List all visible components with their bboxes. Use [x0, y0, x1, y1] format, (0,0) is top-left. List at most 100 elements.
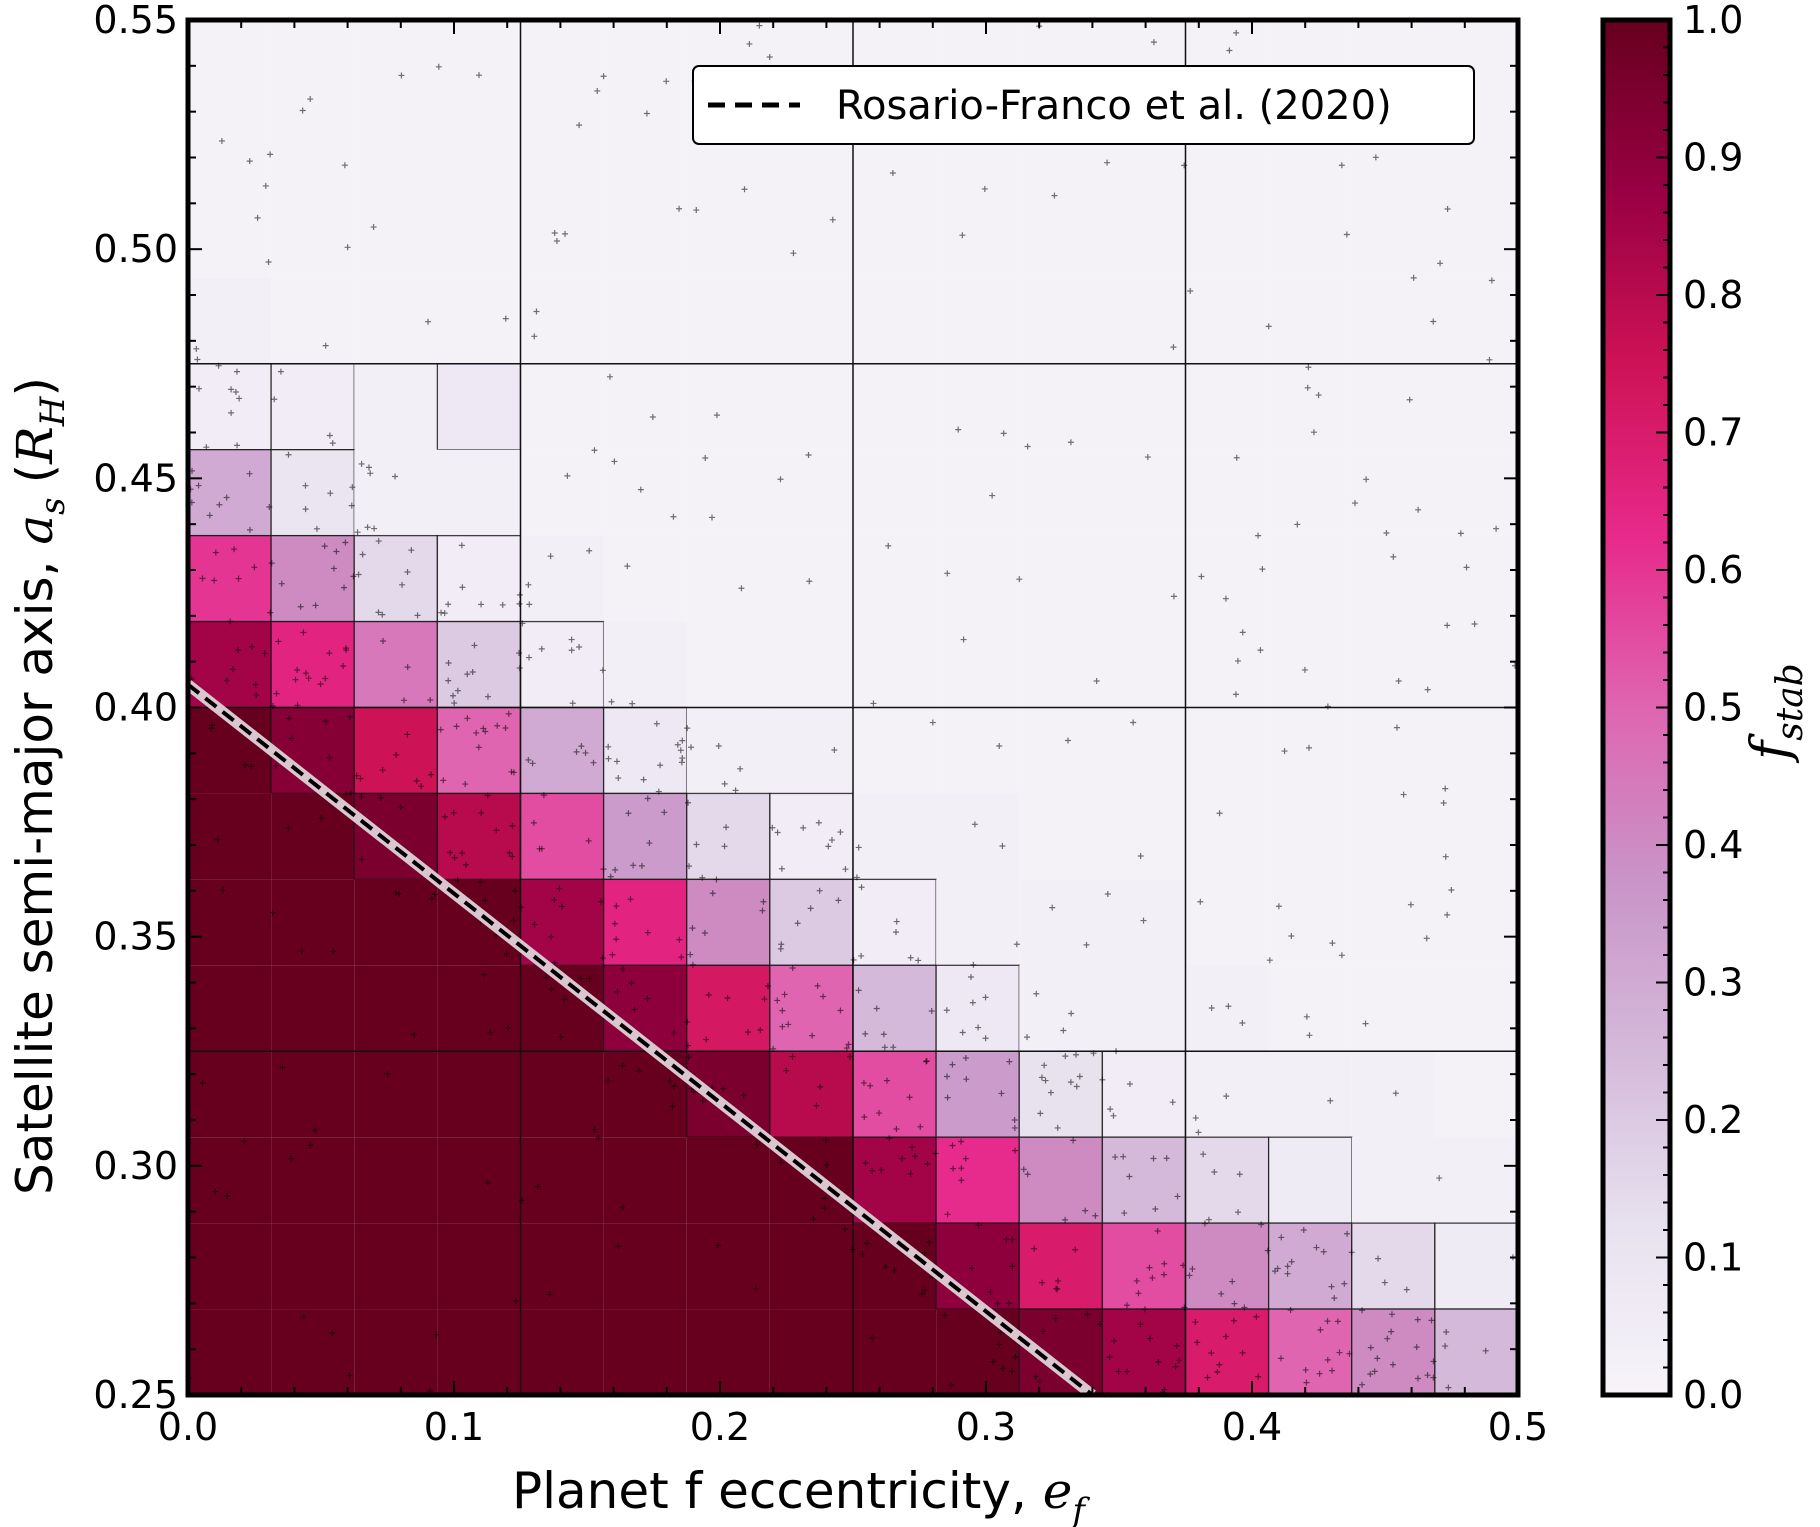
sample-point	[713, 412, 720, 419]
sample-point	[546, 1291, 553, 1298]
sample-point	[605, 755, 612, 762]
heatmap-cell	[935, 964, 1020, 1052]
sample-point	[932, 1150, 939, 1157]
sample-point	[919, 1291, 926, 1298]
sample-point	[509, 822, 516, 829]
sample-point	[252, 681, 259, 688]
sample-point	[1189, 1265, 1196, 1272]
sample-point	[370, 224, 377, 231]
sample-point	[196, 385, 203, 392]
heatmap-cell	[853, 793, 937, 880]
sample-point	[223, 494, 230, 501]
sample-point	[261, 650, 268, 657]
heatmap-cell	[1434, 621, 1518, 708]
heatmap-cell	[1185, 191, 1269, 278]
sample-point	[228, 409, 235, 416]
sample-point	[271, 396, 278, 403]
sample-point	[451, 700, 458, 707]
sample-point	[971, 821, 978, 828]
sample-point	[471, 642, 478, 649]
sample-point	[1072, 1246, 1079, 1253]
heatmap-cell	[1351, 191, 1435, 278]
heatmap-cell	[520, 105, 604, 192]
sample-point	[1000, 430, 1007, 437]
sample-point	[1486, 356, 1493, 363]
sample-point	[958, 1138, 965, 1145]
heatmap-cell	[271, 1051, 355, 1138]
heatmap-cell	[853, 1309, 937, 1395]
x-tick-label: 0.5	[1488, 1405, 1548, 1449]
sample-point	[885, 542, 892, 549]
sample-point	[553, 237, 560, 244]
sample-point	[1201, 1220, 1208, 1227]
colorbar-tick-label: 0.7	[1683, 411, 1743, 455]
sample-point	[996, 743, 1003, 750]
sample-point	[326, 432, 333, 439]
sample-point	[1142, 1306, 1148, 1313]
sample-point	[445, 677, 452, 684]
heatmap-cell	[852, 964, 937, 1052]
sample-point	[227, 618, 234, 625]
sample-point	[789, 1053, 796, 1060]
y-axis-label: Satellite semi-major axis, as (RH)	[6, 377, 73, 1195]
sample-point	[1236, 1171, 1243, 1178]
sample-point	[994, 1300, 1001, 1307]
sample-point	[1173, 1342, 1180, 1349]
sample-point	[437, 726, 444, 733]
sample-point	[1197, 898, 1204, 905]
heatmap-cell	[354, 1223, 438, 1310]
sample-point	[1232, 691, 1239, 698]
sample-point	[783, 1067, 790, 1074]
heatmap-cell	[519, 792, 605, 881]
heatmap-cell	[1019, 621, 1103, 708]
heatmap-cell	[1019, 793, 1103, 880]
sample-point	[494, 722, 501, 729]
sample-point	[1062, 1053, 1069, 1060]
sample-point	[1110, 1112, 1117, 1119]
sample-point	[619, 1204, 626, 1211]
heatmap-cell	[1018, 1050, 1104, 1138]
sample-point	[1121, 1210, 1128, 1217]
heatmap-cell	[1102, 535, 1186, 622]
sample-point	[1301, 666, 1308, 673]
sample-point	[228, 386, 235, 393]
sample-point	[644, 995, 651, 1002]
heatmap-cell	[1351, 1222, 1436, 1310]
sample-point	[1208, 1349, 1215, 1356]
sample-point	[975, 1024, 982, 1031]
sample-point	[785, 1021, 792, 1028]
sample-point	[1410, 274, 1417, 281]
x-axis-label-math: e	[1043, 1462, 1073, 1520]
sample-point	[708, 514, 715, 521]
reference-line-dashes	[188, 683, 1094, 1395]
heatmap-cell	[1019, 879, 1103, 966]
sample-point	[746, 40, 753, 47]
sample-point	[915, 957, 922, 964]
sample-point	[1149, 1274, 1156, 1281]
sample-point	[1445, 1384, 1452, 1391]
sample-point	[340, 663, 347, 670]
sample-point	[1463, 564, 1470, 571]
heatmap-cell	[520, 363, 604, 450]
heatmap-cell	[936, 449, 1020, 536]
sample-point	[820, 993, 827, 1000]
sample-point	[591, 447, 598, 454]
sample-point	[631, 1006, 638, 1013]
sample-point	[688, 744, 695, 751]
sample-point	[1096, 1321, 1103, 1328]
y-tick-label: 0.30	[93, 1144, 178, 1188]
sample-point	[858, 952, 865, 959]
sample-point	[823, 1162, 830, 1169]
sample-point	[600, 866, 607, 873]
heatmap-cell	[769, 878, 854, 966]
sample-point	[393, 751, 400, 758]
sample-point	[907, 1170, 914, 1177]
sample-point	[510, 769, 517, 776]
sample-point	[720, 1085, 727, 1092]
sample-point	[1488, 277, 1495, 284]
sample-point	[480, 725, 487, 732]
sample-point	[234, 442, 241, 449]
y-axis-label-unit-sub: H	[33, 395, 73, 427]
heatmap-cell	[935, 1222, 1020, 1310]
sample-point	[586, 547, 593, 554]
